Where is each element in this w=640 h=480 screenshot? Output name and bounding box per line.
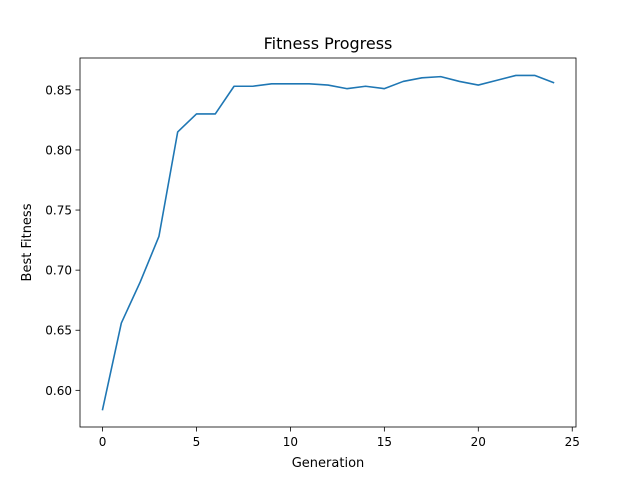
y-tick-label: 0.75 [45,204,72,218]
y-tick-label: 0.85 [45,83,72,97]
x-tick-label: 0 [99,435,107,449]
x-axis: 0 5 10 15 20 25 [99,427,580,449]
x-tick-label: 5 [193,435,201,449]
x-tick-label: 25 [565,435,580,449]
y-tick-label: 0.65 [45,324,72,338]
y-tick-label: 0.70 [45,264,72,278]
y-tick-label: 0.60 [45,384,72,398]
x-tick-label: 20 [471,435,486,449]
series-line [101,74,555,411]
plot-area [79,57,577,428]
x-axis-label: Generation [292,456,365,471]
plot-background [80,58,576,427]
y-axis-label: Best Fitness [20,203,35,281]
y-axis: 0.60 0.65 0.70 0.75 0.80 0.85 [45,83,80,398]
x-tick-label: 10 [283,435,298,449]
axes-frame [79,57,577,428]
chart-title: Fitness Progress [264,34,393,53]
x-tick-label: 15 [377,435,392,449]
series-layer [101,74,555,411]
y-tick-label: 0.80 [45,143,72,157]
